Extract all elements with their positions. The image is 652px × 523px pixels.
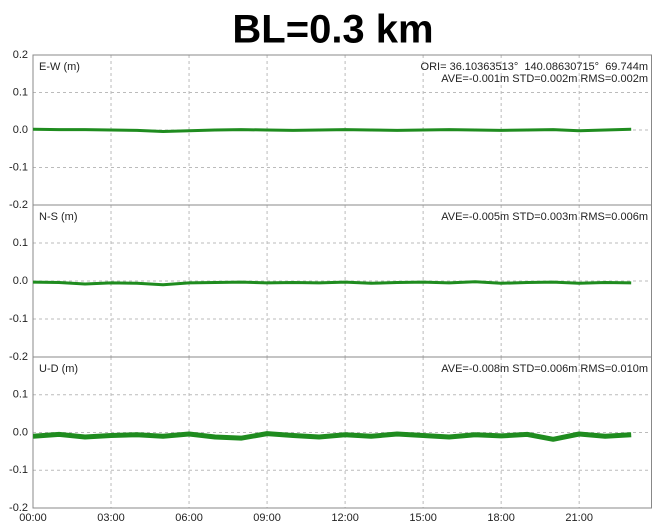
- y-tick-label: -0.1: [9, 313, 28, 325]
- chart-title: BL=0.3 km: [232, 8, 433, 52]
- y-axis-label: U-D (m): [39, 363, 78, 375]
- x-tick-label: 15:00: [409, 512, 437, 523]
- y-tick-label: 0.2: [13, 49, 28, 61]
- y-tick-label: 0.1: [13, 237, 28, 249]
- y-tick-label: 0.1: [13, 86, 28, 98]
- y-tick-label: 0.1: [13, 389, 28, 401]
- y-tick-label: 0.0: [13, 275, 28, 287]
- x-tick-label: 18:00: [487, 512, 515, 523]
- y-tick-label: -0.2: [9, 199, 28, 211]
- x-tick-label: 12:00: [331, 512, 359, 523]
- x-tick-label: 09:00: [253, 512, 281, 523]
- y-tick-label: 0.0: [13, 426, 28, 438]
- y-axis-label: E-W (m): [39, 61, 80, 73]
- y-tick-label: -0.1: [9, 464, 28, 476]
- data-line: [33, 431, 632, 442]
- annotation: AVE=-0.001m STD=0.002m RMS=0.002m: [441, 73, 648, 85]
- data-line: [33, 127, 632, 133]
- y-axis-label: N-S (m): [39, 211, 78, 223]
- y-tick-label: -0.2: [9, 502, 28, 514]
- y-tick-label: -0.2: [9, 351, 28, 363]
- annotation: AVE=-0.005m STD=0.003m RMS=0.006m: [441, 211, 648, 223]
- y-tick-label: 0.0: [13, 124, 28, 136]
- y-tick-label: -0.1: [9, 161, 28, 173]
- annotation: AVE=-0.008m STD=0.006m RMS=0.010m: [441, 363, 648, 375]
- annotation: ORI= 36.10363513° 140.08630715° 69.744m: [421, 61, 648, 73]
- x-tick-label: 03:00: [97, 512, 125, 523]
- x-tick-label: 21:00: [565, 512, 593, 523]
- data-line: [33, 280, 632, 287]
- x-tick-label: 00:00: [19, 512, 47, 523]
- x-tick-label: 06:00: [175, 512, 203, 523]
